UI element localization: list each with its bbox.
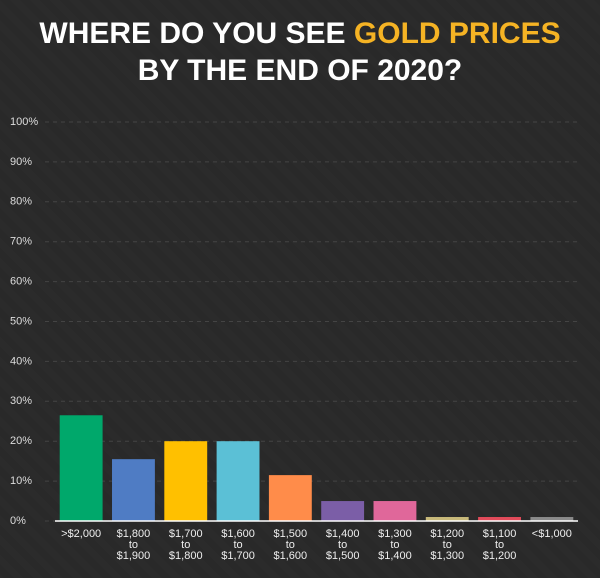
chart-title: WHERE DO YOU SEE GOLD PRICES [39,17,560,50]
bar [530,517,574,521]
y-tick-label: 0% [10,515,26,527]
y-tick-label: 50% [10,315,32,327]
x-tick-label: <$1,000 [532,528,572,540]
x-tick-label: $1,800 to $1,900 [117,528,151,562]
y-tick-label: 60% [10,276,32,288]
y-tick-label: 30% [10,395,32,407]
x-tick-label: $1,700 to $1,800 [169,528,203,562]
x-tick-label: $1,300 to $1,400 [378,528,412,562]
chart-subtitle: BY THE END OF 2020? [138,54,463,87]
bar [164,441,208,521]
bar [216,441,260,521]
bar [425,517,469,521]
bar [321,501,365,521]
y-tick-label: 40% [10,355,32,367]
x-tick-label: $1,200 to $1,300 [430,528,464,562]
y-tick-label: 100% [10,116,38,128]
title-highlight: GOLD PRICES [354,17,561,50]
title-lead: WHERE DO YOU SEE [39,17,345,50]
y-tick-label: 10% [10,475,32,487]
x-tick-label: >$2,000 [61,528,101,540]
bar [478,517,521,521]
x-tick-label: $1,400 to $1,500 [326,528,360,562]
x-tick-label: $1,600 to $1,700 [221,528,255,562]
bar [268,475,312,521]
bar [373,501,417,521]
y-tick-label: 70% [10,236,32,248]
bar [112,459,155,521]
y-tick-label: 80% [10,196,32,208]
x-tick-label: $1,100 to $1,200 [483,528,517,562]
bar [59,415,103,521]
y-tick-label: 20% [10,435,32,447]
x-tick-label: $1,500 to $1,600 [274,528,308,562]
y-tick-label: 90% [10,156,32,168]
